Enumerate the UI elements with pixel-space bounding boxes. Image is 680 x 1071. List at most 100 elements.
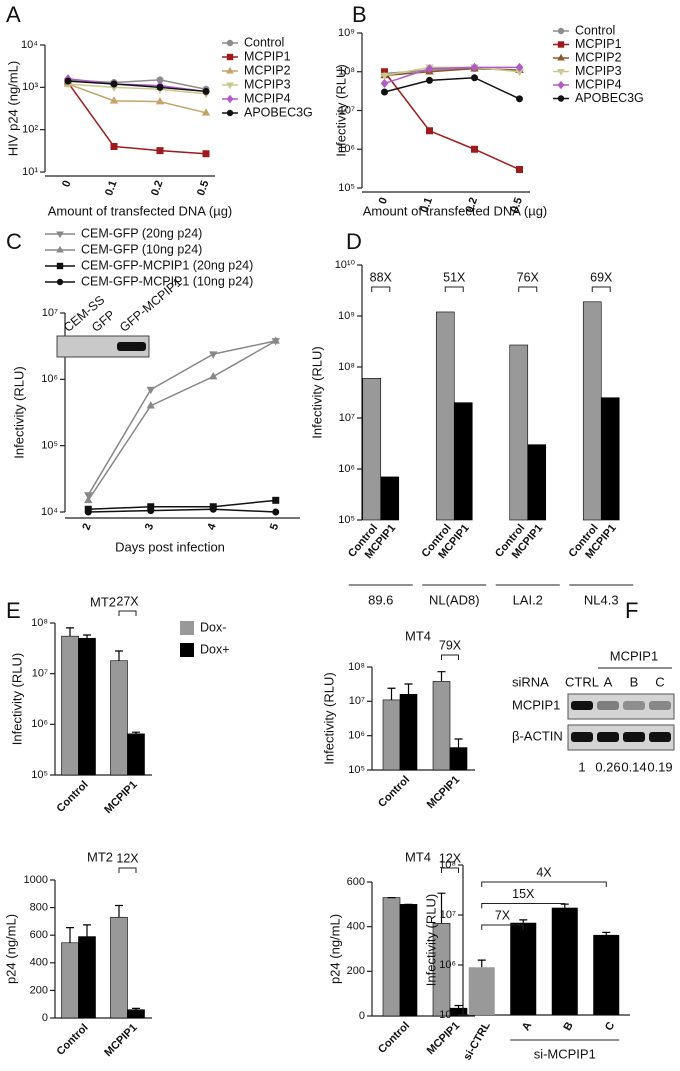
x-tick-label: 0: [377, 196, 390, 206]
lane-label: A: [604, 674, 613, 689]
bar: [110, 916, 128, 1019]
error-bar: [115, 650, 123, 661]
legend-marker: [56, 278, 64, 286]
bar: [449, 747, 468, 771]
legend-marker: [557, 41, 565, 48]
y-tick-label: 600: [347, 876, 365, 888]
error-bar: [437, 671, 446, 682]
series-line: [87, 340, 276, 496]
x-tick-label: Control: [376, 1020, 412, 1056]
data-point: [471, 145, 478, 153]
annotation: 79X: [439, 638, 462, 652]
y-tick-label: 10⁶: [338, 143, 355, 155]
x-tick-label: A: [520, 1020, 534, 1033]
data-point: [515, 68, 524, 77]
series-line: [88, 508, 276, 513]
y-tick-label: 0: [42, 1012, 48, 1024]
bar: [527, 444, 547, 521]
bracket: [441, 654, 459, 660]
data-point: [156, 83, 164, 91]
annotation: 12X: [439, 851, 462, 865]
y-tick-label: 200: [30, 984, 48, 996]
y-tick-label: 10⁵: [348, 764, 365, 776]
y-tick-label: 10⁶: [348, 730, 365, 742]
bar: [380, 476, 400, 521]
bar: [382, 897, 401, 1017]
bar: [600, 397, 620, 521]
data-point: [84, 508, 92, 516]
legend-marker: [226, 94, 234, 104]
x-tick-label: 0.2: [464, 196, 481, 214]
data-point: [64, 77, 72, 85]
y-tick-label: 10⁸: [338, 66, 355, 78]
y-tick-label: 10⁵: [439, 1009, 456, 1021]
bracket: [444, 286, 464, 292]
series-line: [384, 66, 520, 85]
bar: [435, 311, 455, 521]
bracket: [481, 924, 524, 930]
panel-label: A: [6, 2, 21, 27]
x-axis-label: Amount of transfected DNA (µg): [363, 203, 548, 218]
legend-label: MCPIP3: [575, 64, 622, 78]
x-tick-label: 0.1: [419, 196, 436, 214]
data-point: [470, 62, 479, 72]
y-tick-label: 400: [347, 921, 365, 933]
annotation: 12X: [116, 851, 139, 865]
bar: [127, 733, 145, 776]
bar: [78, 637, 96, 776]
data-point: [272, 508, 280, 516]
legend-marker: [56, 262, 64, 270]
bar: [61, 635, 79, 776]
x-tick-label: LAI.2: [513, 592, 543, 607]
blot-band: [623, 701, 645, 710]
y-axis-label: Infectivity (RLU): [423, 894, 438, 986]
x-tick-label: 2: [80, 522, 93, 532]
x-tick-label: 0.2: [149, 179, 166, 197]
bar: [510, 922, 537, 1015]
y-axis-label: HIV p24 (ng/mL): [5, 61, 20, 156]
series-line: [88, 499, 276, 511]
x-tick-label: MCPIP1: [102, 1022, 139, 1059]
legend-label: MCPIP1: [575, 37, 622, 51]
x-tick-label: B: [561, 1020, 575, 1033]
y-tick-label: 10⁷: [349, 695, 365, 707]
error-bar: [519, 919, 528, 923]
x-tick-label: Control: [376, 774, 412, 810]
blot-band: [623, 732, 645, 742]
y-tick-label: 10⁵: [41, 440, 58, 452]
y-tick-label: 10⁸: [439, 859, 456, 871]
bar: [509, 344, 529, 521]
y-tick-label: 200: [347, 965, 365, 977]
error-bar: [404, 683, 413, 695]
y-tick-label: 10⁴: [41, 506, 58, 518]
data-point: [271, 336, 280, 344]
y-tick-label: 10⁷: [440, 909, 456, 921]
y-tick-label: 10⁷: [32, 668, 48, 680]
x-tick-label: MCPIP1: [425, 1020, 462, 1057]
data-point: [109, 96, 119, 104]
data-point: [147, 503, 155, 511]
bracket: [441, 867, 459, 873]
legend-label: Dox+: [200, 642, 230, 656]
lane-label: B: [630, 674, 639, 689]
y-tick-label: 10⁹: [338, 310, 355, 322]
x-tick-label: Control: [55, 1022, 91, 1058]
blot-label: siRNA: [512, 674, 549, 689]
y-tick-label: 0: [359, 1010, 365, 1022]
bar: [78, 936, 96, 1019]
legend-label: MCPIP4: [244, 91, 291, 105]
legend-label: MCPIP2: [575, 50, 622, 64]
y-axis-label: Infectivity (RLU): [9, 653, 24, 745]
bracket: [518, 286, 538, 292]
legend-label: MCPIP2: [244, 63, 291, 77]
data-point: [202, 87, 210, 95]
annotation: 88X: [370, 270, 393, 284]
bracket: [118, 610, 137, 616]
data-point: [147, 507, 155, 515]
blot-band: [571, 701, 593, 710]
legend-label: MCPIP4: [575, 77, 622, 91]
data-point: [381, 88, 388, 96]
error-bar: [602, 931, 611, 935]
panel-label: F: [625, 598, 638, 623]
